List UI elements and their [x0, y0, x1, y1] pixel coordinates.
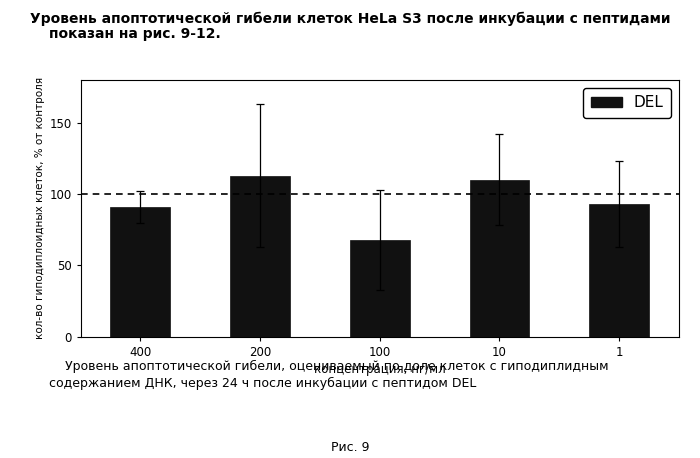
Text: содержанием ДНК, через 24 ч после инкубации с пептидом DEL: содержанием ДНК, через 24 ч после инкуба…: [49, 376, 477, 390]
Text: Рис. 9: Рис. 9: [330, 441, 370, 453]
Y-axis label: кол-во гиподиплоидных клеток, % от контроля: кол-во гиподиплоидных клеток, % от контр…: [35, 77, 45, 339]
X-axis label: концентрация, нг/мл: концентрация, нг/мл: [314, 363, 446, 376]
Bar: [470, 180, 529, 337]
Text: показан на рис. 9-12.: показан на рис. 9-12.: [49, 27, 220, 41]
Legend: DEL: DEL: [583, 88, 671, 118]
Text: Уровень апоптотической гибели, оцениваемый по доле клеток с гиподиплидным: Уровень апоптотической гибели, оцениваем…: [49, 360, 608, 373]
Bar: [589, 204, 649, 337]
Bar: [111, 207, 170, 337]
Bar: [350, 240, 410, 337]
Text: Уровень апоптотической гибели клеток HeLa S3 после инкубации с пептидами: Уровень апоптотической гибели клеток HeL…: [29, 11, 671, 26]
Bar: [230, 175, 290, 337]
